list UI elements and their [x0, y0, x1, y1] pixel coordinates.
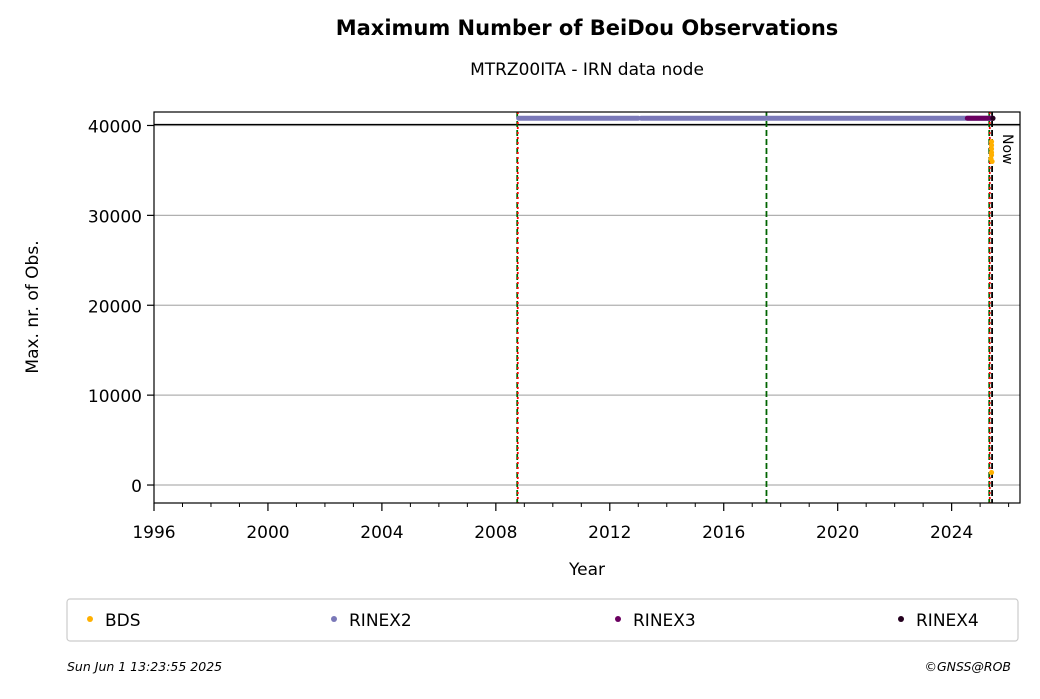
legend-label: RINEX3	[633, 611, 696, 631]
plot-frame	[153, 111, 1021, 504]
y-tick-label: 20000	[88, 297, 142, 317]
chart-title: Maximum Number of BeiDou Observations	[335, 16, 839, 40]
data-point-bds	[988, 146, 995, 152]
legend-marker	[898, 616, 904, 622]
legend: BDS RINEX2 RINEX3 RINEX4	[66, 598, 1019, 642]
grid-layer	[154, 123, 1020, 486]
x-tick-label: 2008	[474, 523, 517, 543]
chart-subtitle: MTRZ00ITA - IRN data node	[470, 60, 704, 80]
legend-box	[66, 598, 1019, 642]
now-label: Now	[999, 134, 1015, 165]
legend-marker	[615, 616, 621, 622]
vertical-lines	[516, 112, 993, 503]
axis-layer: 0 10000 20000 30000 40000 1996 2000 2004 2008 201…	[88, 117, 1015, 543]
y-tick-label: 10000	[88, 387, 142, 407]
x-tick-label: 2012	[588, 523, 631, 543]
x-tick-label: 2000	[246, 523, 289, 543]
x-tick-label: 2020	[816, 523, 859, 543]
y-axis-label: Max. nr. of Obs.	[23, 240, 43, 373]
legend-label: RINEX2	[349, 611, 412, 631]
x-tick-label: 2016	[702, 523, 745, 543]
credit: ©GNSS@ROB	[924, 659, 1011, 674]
legend-label: RINEX4	[916, 611, 979, 631]
legend-label: BDS	[105, 611, 141, 631]
legend-marker	[87, 616, 93, 622]
y-tick-label: 40000	[88, 117, 142, 137]
y-tick-label: 30000	[88, 207, 142, 227]
x-tick-label: 1996	[132, 523, 175, 543]
y-tick-label: 0	[131, 477, 142, 497]
data-point-bds	[988, 469, 995, 476]
data-point-bds	[988, 142, 995, 148]
data-layer	[516, 115, 996, 476]
x-axis-label: Year	[568, 560, 605, 580]
legend-marker	[331, 616, 337, 622]
data-point-bds	[988, 139, 995, 145]
data-point-bds	[989, 158, 995, 165]
x-tick-label: 2004	[360, 523, 403, 543]
x-tick-label: 2024	[930, 523, 973, 543]
data-point-rinex4	[990, 115, 996, 121]
timestamp: Sun Jun 1 13:23:55 2025	[67, 659, 223, 674]
